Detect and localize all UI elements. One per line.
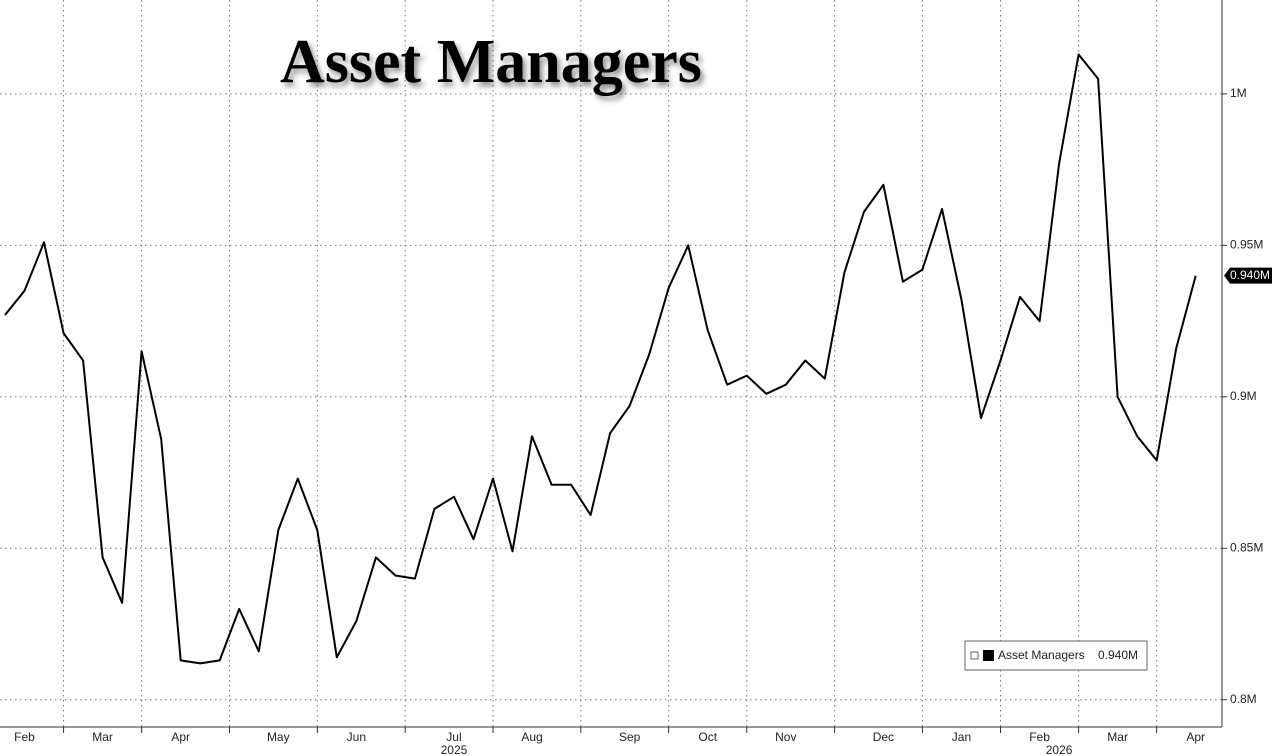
chart-title: Asset Managers	[280, 28, 702, 96]
x-tick-label: Apr	[171, 730, 190, 744]
x-tick-label: Aug	[521, 730, 542, 744]
y-tick-label: 0.8M	[1230, 692, 1257, 706]
x-tick-label: Mar	[1107, 730, 1128, 744]
x-tick-label: Nov	[775, 730, 796, 744]
x-tick-label: Jun	[347, 730, 366, 744]
legend-value: 0.940M	[1098, 648, 1138, 662]
last-value-label: 0.940M	[1230, 268, 1270, 282]
legend-swatch	[983, 650, 994, 661]
legend-box	[964, 640, 1148, 671]
plot	[4, 53, 1197, 665]
x-tick-label: Oct	[698, 730, 717, 744]
x-tick-label: Jul	[446, 730, 461, 744]
series-line	[4, 53, 1197, 665]
y-tick-label: 1M	[1230, 86, 1247, 100]
x-year-label: 2025	[441, 743, 468, 756]
x-tick-label: Jan	[952, 730, 971, 744]
legend: Asset Managers 0.940M	[964, 640, 1148, 671]
x-tick-label: Dec	[873, 730, 894, 744]
x-tick-label: Mar	[92, 730, 113, 744]
legend-toggle	[970, 651, 979, 660]
last-value-tag	[1224, 267, 1272, 284]
x-tick-label: Feb	[14, 730, 35, 744]
y-tick-label: 0.95M	[1230, 238, 1263, 252]
x-tick-label: Apr	[1186, 730, 1205, 744]
legend-label: Asset Managers	[998, 648, 1085, 662]
y-tick-label: 0.85M	[1230, 540, 1263, 554]
x-tick-label: Feb	[1029, 730, 1050, 744]
x-tick-label: May	[267, 730, 290, 744]
y-tick-label: 0.9M	[1230, 389, 1257, 403]
x-year-label: 2026	[1046, 743, 1073, 756]
x-tick-label: Sep	[619, 730, 641, 744]
grid	[0, 0, 1222, 727]
